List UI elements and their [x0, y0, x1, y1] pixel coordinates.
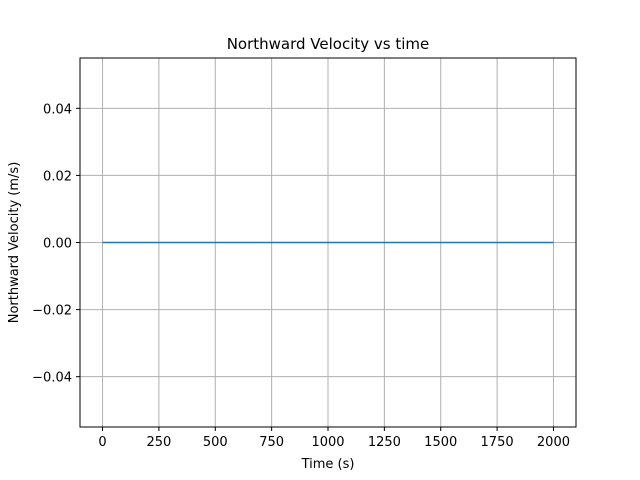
y-tick-label: −0.04: [32, 371, 72, 386]
x-tick-label: 1500: [424, 435, 457, 450]
x-tick-label: 2000: [537, 435, 570, 450]
x-tick-label: 1750: [481, 435, 514, 450]
chart-title: Northward Velocity vs time: [227, 35, 430, 53]
x-tick-label: 750: [259, 435, 284, 450]
y-axis-ticks: −0.04 −0.02 0.00 0.02 0.04: [32, 102, 80, 386]
x-tick-label: 1250: [368, 435, 401, 450]
y-tick-label: 0.04: [43, 102, 72, 117]
x-tick-label: 0: [98, 435, 106, 450]
y-axis-title: Northward Velocity (m/s): [7, 162, 22, 324]
x-tick-label: 500: [203, 435, 228, 450]
x-axis-ticks: 0 250 500 750 1000 1250 1500 1750 2000: [98, 427, 570, 450]
y-tick-label: 0.00: [43, 237, 72, 252]
y-tick-label: −0.02: [32, 304, 72, 319]
y-tick-label: 0.02: [43, 169, 72, 184]
x-tick-label: 250: [146, 435, 171, 450]
x-axis-title: Time (s): [301, 457, 355, 472]
x-tick-label: 1000: [311, 435, 344, 450]
